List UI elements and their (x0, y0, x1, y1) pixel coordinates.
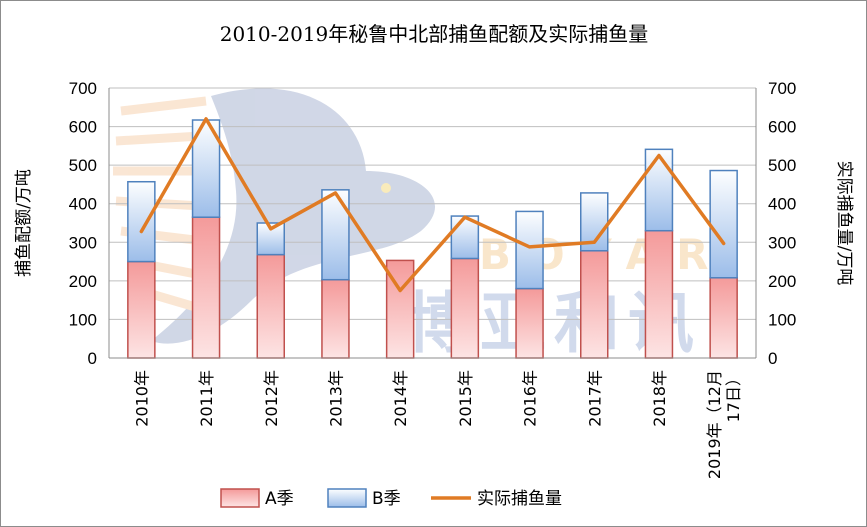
bar-b-season (321, 189, 350, 281)
y-axis-right-ticks: 0 100 200 300 400 500 600 700 (768, 79, 796, 368)
y-tick-right: 400 (768, 195, 796, 214)
chart-title: 2010-2019年秘鲁中北部捕鱼配额及实际捕鱼量 (220, 22, 649, 46)
y-tick-left: 0 (88, 349, 97, 368)
y-tick-left: 200 (69, 272, 97, 291)
bar-a-season (450, 257, 480, 359)
legend-swatch-a-season (220, 488, 260, 508)
bars (127, 119, 738, 359)
bar-a-season (127, 260, 156, 359)
bar-a-season (256, 253, 285, 359)
bar-a-season (515, 287, 544, 359)
y-tick-right: 300 (768, 233, 796, 252)
y-axis-left-ticks: 0 100 200 300 400 500 600 700 (69, 79, 97, 368)
bar-b-season (709, 169, 738, 279)
y-tick-left: 100 (69, 310, 97, 329)
y-tick-left: 400 (69, 195, 97, 214)
x-tick-label: 2014年 (391, 370, 410, 427)
bar-a-season (321, 278, 350, 359)
y-tick-right: 700 (768, 79, 796, 98)
x-axis-ticks: 2010年 2011年 2012年 2013年 2014年 2015年 2016年 2017年… (132, 370, 743, 479)
y-tick-left: 500 (69, 156, 97, 175)
y-tick-right: 200 (768, 272, 796, 291)
y-tick-right: 0 (768, 349, 777, 368)
y-tick-left: 700 (69, 79, 97, 98)
y-tick-right: 500 (768, 156, 796, 175)
x-tick-label: 2013年 (326, 370, 345, 427)
x-tick-label: 2017年 (585, 370, 604, 427)
legend-label-a-season: A季 (265, 489, 294, 509)
y-tick-left: 600 (69, 118, 97, 137)
bar-a-season (709, 277, 738, 359)
legend-swatch-b-season (327, 488, 367, 508)
actual-catch-line-group (139, 117, 726, 293)
bar-a-season (191, 216, 221, 359)
legend-label-actual-catch: 实际捕鱼量 (477, 489, 562, 509)
axes (108, 88, 757, 359)
x-tick-label: 2011年 (197, 370, 216, 427)
legend-label-b-season: B季 (372, 489, 401, 509)
x-tick-label: 2012年 (262, 370, 281, 427)
x-tick-label: 2016年 (521, 370, 540, 427)
x-tick-label: 2018年 (650, 370, 669, 427)
y-tick-right: 600 (768, 118, 796, 137)
x-tick-label: 2015年 (456, 370, 475, 427)
watermark-bird-eye (381, 183, 391, 193)
y-tick-left: 300 (69, 233, 97, 252)
y-axis-right-title: 实际捕鱼量/万吨 (834, 161, 854, 286)
bar-a-season (580, 250, 609, 359)
actual-catch-line (139, 117, 726, 293)
legend: A季 B季 实际捕鱼量 (220, 488, 562, 509)
x-tick-label: 2019年（12月17日） (705, 370, 743, 479)
bar-b-season (515, 210, 544, 290)
bar-b-season (127, 180, 156, 263)
y-axis-left-title: 捕鱼配额/万吨 (14, 169, 34, 277)
y-tick-right: 100 (768, 310, 796, 329)
bar-b-season (644, 148, 674, 232)
x-tick-label: 2010年 (132, 370, 151, 427)
bar-a-season (644, 229, 674, 359)
